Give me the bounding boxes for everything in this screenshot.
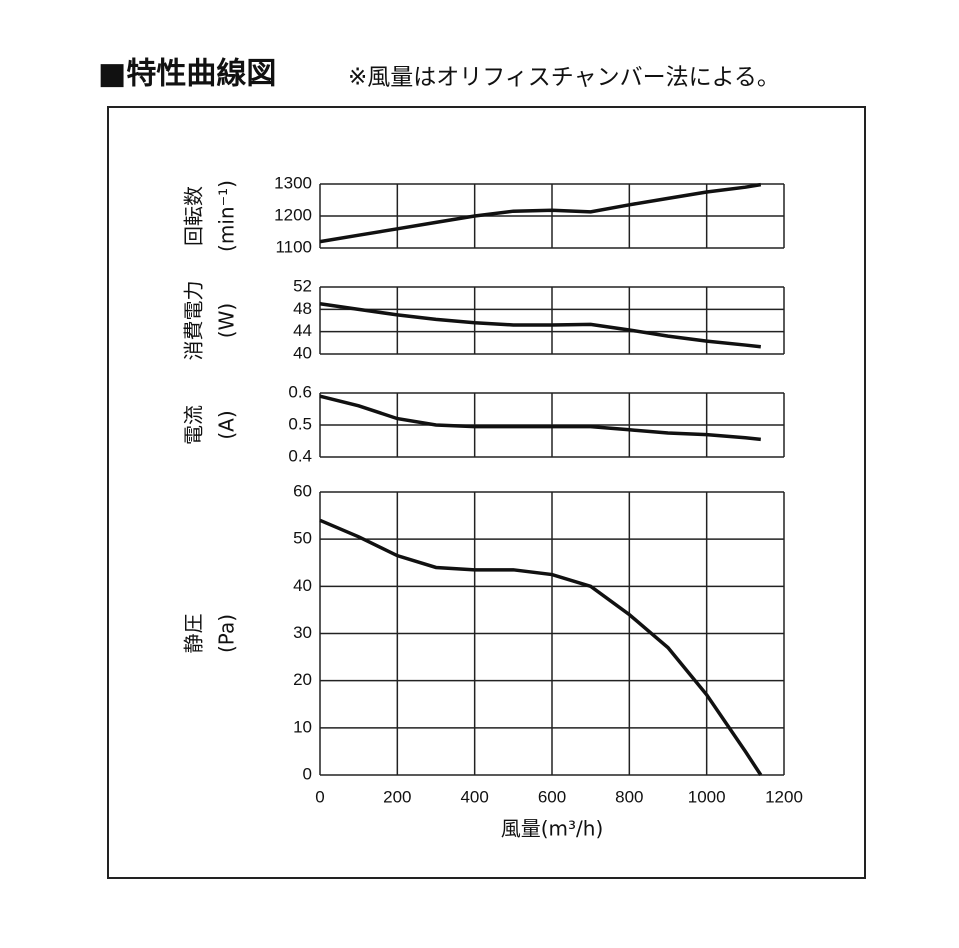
y-tick-label: 1100 [275,237,312,256]
y-tick-label: 0.6 [288,382,312,401]
y-tick-label: 1200 [274,205,312,224]
y-axis-label: (W) [215,303,239,338]
y-axis-label: (Pa) [215,614,239,653]
title: ■特性曲線図 [98,57,276,92]
y-axis-label: 消費電力 [182,281,206,361]
line-series [319,518,763,776]
x-tick-label: 0 [315,787,324,806]
y-tick-label: 10 [293,717,312,736]
y-tick-label: 50 [293,529,312,548]
y-tick-label: 30 [293,623,312,642]
y-tick-label: 0.4 [288,446,312,465]
y-tick-label: 1300 [274,173,312,192]
y-tick-label: 40 [293,576,312,595]
y-tick-label: 40 [293,343,312,362]
x-axis-label: 風量(m³/h) [501,817,604,841]
y-tick-label: 0 [303,764,312,783]
y-axis-label: (A) [215,410,239,439]
line-series [319,182,762,244]
x-tick-label: 1000 [688,787,726,806]
y-tick-label: 20 [293,670,312,689]
y-tick-label: 0.5 [288,414,312,433]
x-tick-label: 400 [460,787,488,806]
y-axis-label: 回転数 [182,186,206,246]
line-series [319,302,761,349]
y-tick-label: 52 [293,276,312,295]
frame [107,106,866,879]
y-tick-label: 44 [293,321,312,340]
x-tick-label: 1200 [765,787,803,806]
note: ※風量はオリフィスチャンバー法による。 [348,65,780,91]
y-tick-label: 48 [293,299,312,318]
y-axis-label: 電流 [182,405,206,445]
y-axis-label: 静圧 [182,614,206,654]
x-tick-label: 200 [383,787,411,806]
x-tick-label: 600 [538,787,566,806]
y-tick-label: 60 [293,481,312,500]
line-series [319,394,761,442]
y-axis-label: (min⁻¹) [215,180,239,252]
x-tick-label: 800 [615,787,643,806]
